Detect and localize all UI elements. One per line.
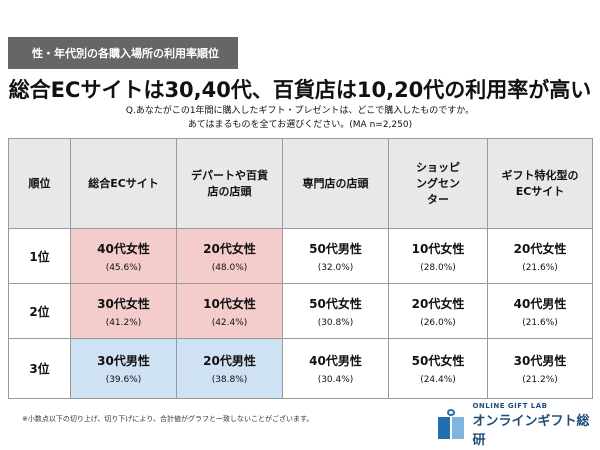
question-line: あてはまるものを全てお選びください。(MA n=2,250) xyxy=(187,120,413,130)
segment: 50代女性 xyxy=(411,354,465,368)
segment: 50代女性 xyxy=(309,296,362,311)
question: Q.あなたがこの1年間に購入したギフト・プレゼントは、どこで購入したものですか。… xyxy=(0,104,600,132)
table-cell: 50代女性 (30.8%) xyxy=(282,283,389,339)
header-dept: デパートや百貨店の店頭 xyxy=(176,138,283,229)
percent: (41.2%) xyxy=(105,317,142,328)
header-gift-ec: ギフト特化型のECサイト xyxy=(487,138,593,229)
logo-en: ONLINE GIFT LAB xyxy=(472,402,548,410)
segment: 20代女性 xyxy=(203,241,256,256)
header-mall: ショッピングセンター xyxy=(388,138,488,229)
table-cell: 50代女性 (24.4%) xyxy=(388,338,488,399)
table-cell: 20代男性 (38.8%) xyxy=(176,338,283,399)
segment: 40代女性 xyxy=(97,241,150,256)
table-cell: 20代女性 (48.0%) xyxy=(176,228,283,284)
table-cell: 40代男性 (30.4%) xyxy=(282,338,389,399)
percent: (30.8%) xyxy=(317,317,354,328)
segment: 20代女性 xyxy=(411,296,465,311)
page-title: 総合ECサイトは30,40代、百貨店は10,20代の利用率が高い xyxy=(8,78,592,102)
table-cell: 40代男性 (21.6%) xyxy=(487,283,593,339)
segment: 40代男性 xyxy=(513,296,567,311)
segment: 40代男性 xyxy=(309,354,362,368)
segment: 50代男性 xyxy=(309,241,362,256)
percent: (21.6%) xyxy=(522,317,558,328)
header-specialty: 専門店の店頭 xyxy=(282,138,389,229)
table-row: 3位 30代男性 (39.6%) 20代男性 (38.8%) 40代男性 (30.4%… xyxy=(8,338,593,399)
section-tag: 性・年代別の各購入場所の利用率順位 xyxy=(8,37,238,69)
segment: 30代女性 xyxy=(97,296,150,311)
rank-cell: 3位 xyxy=(8,338,71,399)
header-rank: 順位 xyxy=(8,138,71,229)
table-cell: 30代男性 (21.2%) xyxy=(487,338,593,399)
segment: 10代女性 xyxy=(411,241,465,256)
table-cell: 30代女性 (41.2%) xyxy=(70,283,177,339)
percent: (30.4%) xyxy=(317,375,354,385)
percent: (45.6%) xyxy=(105,262,142,273)
table-header-row: 順位 総合ECサイト デパートや百貨店の店頭 専門店の店頭 ショッピングセンター… xyxy=(8,138,593,229)
header-ec: 総合ECサイト xyxy=(70,138,177,229)
percent: (32.0%) xyxy=(317,262,354,273)
percent: (42.4%) xyxy=(211,317,248,328)
table-cell: 40代女性 (45.6%) xyxy=(70,228,177,284)
percent: (26.0%) xyxy=(420,317,456,328)
ranking-table: 順位 総合ECサイト デパートや百貨店の店頭 専門店の店頭 ショッピングセンター… xyxy=(8,138,593,399)
question-line: Q.あなたがこの1年間に購入したギフト・プレゼントは、どこで購入したものですか。 xyxy=(125,106,475,116)
rank-cell: 2位 xyxy=(8,283,71,339)
percent: (48.0%) xyxy=(211,262,248,273)
segment: 30代男性 xyxy=(97,354,150,368)
table-cell: 20代女性 (21.6%) xyxy=(487,228,593,284)
footnote: ※小数点以下の切り上げ、切り下げにより、合計値がグラフと一致しないことがございま… xyxy=(22,415,314,423)
segment: 20代男性 xyxy=(203,354,256,368)
segment: 20代女性 xyxy=(513,241,567,256)
table-row: 1位 40代女性 (45.6%) 20代女性 (48.0%) 50代男性 (32.0%… xyxy=(8,228,593,284)
percent: (24.4%) xyxy=(420,375,456,385)
percent: (38.8%) xyxy=(211,375,248,385)
table-cell: 50代男性 (32.0%) xyxy=(282,228,389,284)
table-cell: 30代男性 (39.6%) xyxy=(70,338,177,399)
logo: ONLINE GIFT LAB オンラインギフト総研 xyxy=(438,402,600,448)
percent: (39.6%) xyxy=(105,375,142,385)
table-cell: 10代女性 (28.0%) xyxy=(388,228,488,284)
segment: 10代女性 xyxy=(203,296,256,311)
rank-cell: 1位 xyxy=(8,228,71,284)
segment: 30代男性 xyxy=(513,354,567,368)
percent: (21.6%) xyxy=(522,262,558,273)
table-cell: 10代女性 (42.4%) xyxy=(176,283,283,339)
table-cell: 20代女性 (26.0%) xyxy=(388,283,488,339)
percent: (21.2%) xyxy=(522,375,558,385)
logo-ja: オンラインギフト総研 xyxy=(472,414,590,448)
table-row: 2位 30代女性 (41.2%) 10代女性 (42.4%) 50代女性 (30.8%… xyxy=(8,283,593,339)
percent: (28.0%) xyxy=(420,262,456,273)
gift-box-icon xyxy=(438,409,464,439)
